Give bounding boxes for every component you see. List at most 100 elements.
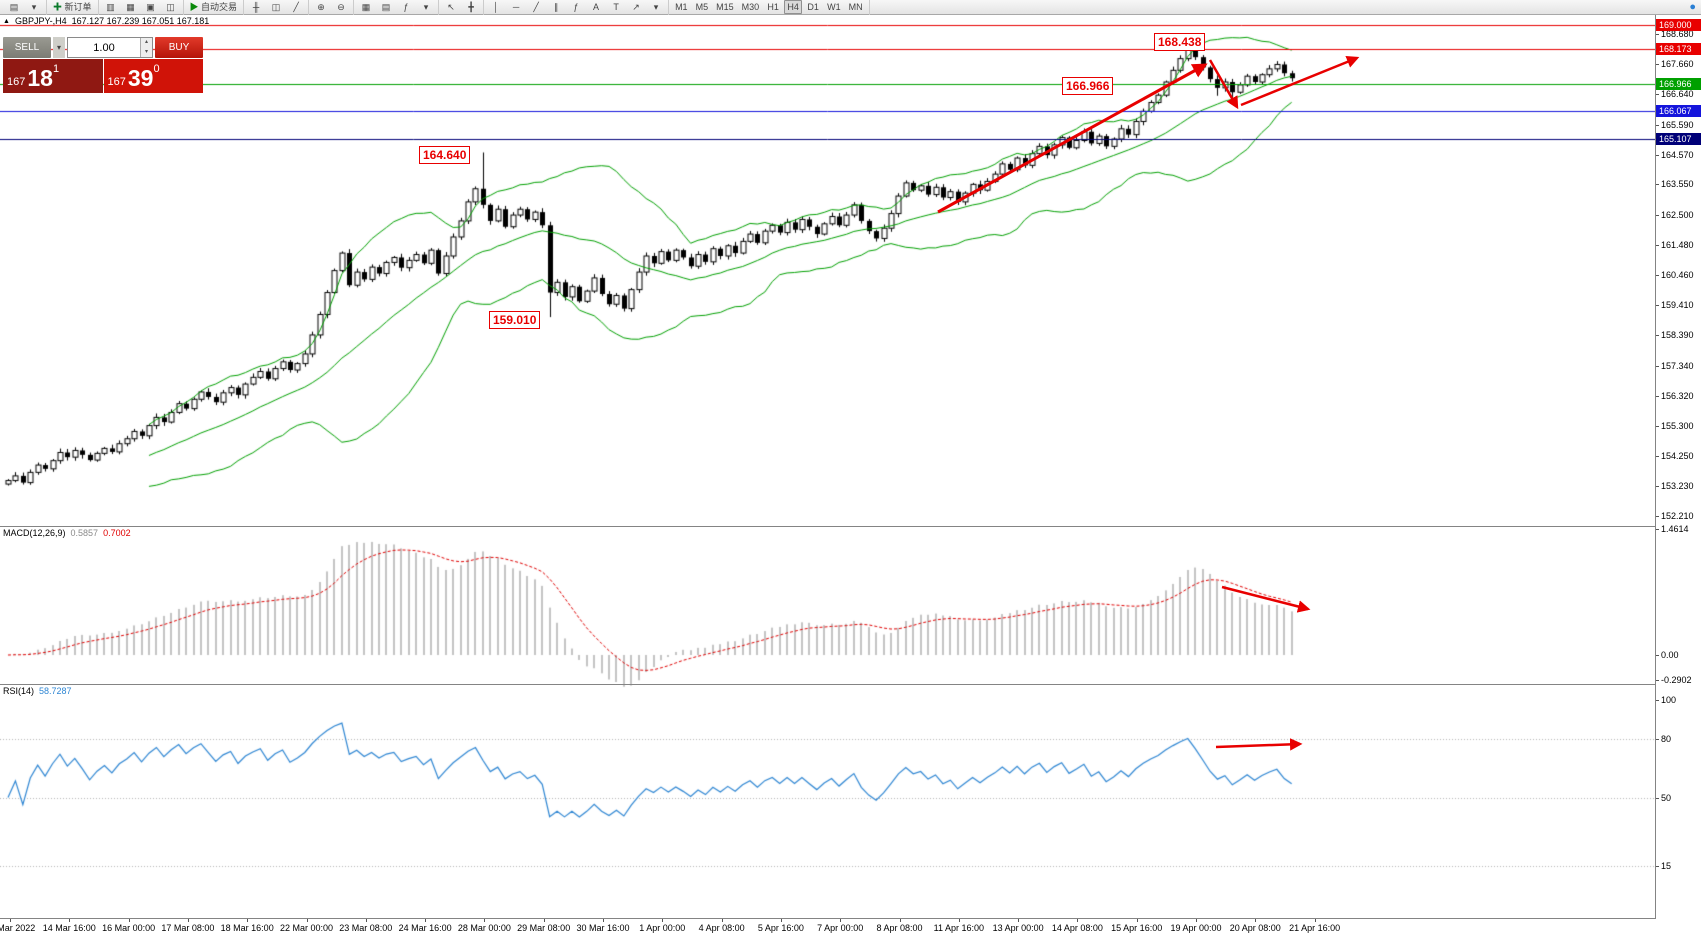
price-axis-label: 152.210	[1661, 511, 1694, 521]
navigator-button[interactable]: ▣	[146, 2, 155, 12]
chart-window-group: ▤ ▾	[2, 0, 47, 15]
volume-dropdown[interactable]: ▾	[53, 37, 65, 58]
symbol-info-bar: ▲ GBPJPY-,H4 167.127 167.239 167.051 167…	[3, 16, 209, 26]
time-axis-label: 30 Mar 16:00	[576, 923, 630, 933]
one-click-trading-panel: SELL ▾ ▴ ▾ BUY 167 18 1 167 39 0	[3, 37, 203, 93]
price-axis-label: 167.660	[1661, 59, 1694, 69]
time-axis[interactable]: 14 Mar 2022 14 Mar 16:00 16 Mar 00:00 17 Ma…	[0, 919, 1701, 935]
terminal-button[interactable]: ◫	[166, 2, 175, 12]
data-window-button[interactable]: ▦	[126, 2, 135, 12]
fibonacci-button[interactable]: ƒ	[573, 2, 579, 12]
new-chart-dropdown[interactable]: ▾	[31, 2, 37, 12]
cursor-group: ↖ ╋	[439, 0, 485, 15]
line-chart-button[interactable]: ╱	[293, 2, 299, 12]
time-axis-label: 14 Mar 16:00	[42, 923, 96, 933]
price-axis-label: 162.500	[1661, 210, 1694, 220]
timeframe-w1[interactable]: W1	[827, 2, 841, 12]
buy-price-display[interactable]: 167 39 0	[103, 59, 203, 93]
sell-price-pip: 1	[52, 63, 60, 75]
templates-dropdown[interactable]: ▾	[423, 2, 429, 12]
vertical-line-button[interactable]: │	[493, 2, 499, 12]
timeframe-m30[interactable]: M30	[741, 2, 760, 12]
buy-price-digits: 39	[127, 65, 154, 91]
main-chart-canvas[interactable]	[0, 15, 1655, 935]
timeframe-h4[interactable]: H4	[784, 0, 803, 14]
time-axis-label: 22 Mar 00:00	[279, 923, 334, 933]
macd-name: MACD(12,26,9)	[3, 528, 66, 538]
text-label-button[interactable]: T	[613, 2, 619, 12]
sell-price-display[interactable]: 167 18 1	[3, 59, 103, 93]
price-level-tag: 166.067	[1656, 105, 1701, 117]
arrows-button[interactable]: ↗	[632, 2, 640, 12]
price-annotation: 166.966	[1062, 77, 1114, 95]
sell-price-prefix: 167	[7, 76, 26, 88]
sell-button[interactable]: SELL	[3, 37, 51, 58]
horizontal-line-button[interactable]: ─	[512, 2, 520, 12]
tile-windows-button[interactable]: ▦	[361, 2, 371, 12]
channel-button[interactable]: ∥	[553, 2, 559, 12]
volume-input[interactable]	[68, 38, 140, 57]
time-axis-label: 5 Apr 16:00	[757, 923, 804, 933]
cascade-windows-button[interactable]: ▤	[381, 2, 391, 12]
price-axis-label: 166.640	[1661, 89, 1694, 99]
price-axis[interactable]: 168.680 167.660 166.640 165.590 164.570 163.5…	[1655, 15, 1701, 919]
price-axis-label: 168.680	[1661, 29, 1694, 39]
bar-chart-button[interactable]: ╫	[252, 2, 260, 12]
toolbar: ▤ ▾ ✚ 新订单 ▥ ▦ ▣ ◫ ▶ 自动交易 ╫ ◫ ╱ ⊕ ⊖ ▦ ▤ ƒ ▾ ↖ ╋ │ ─ ╱ ∥ ƒ A T ↗ ▾ M1 M…	[0, 0, 1701, 15]
rsi-value: 58.7287	[39, 686, 72, 696]
time-axis-label: 13 Apr 00:00	[992, 923, 1044, 933]
symbol-name: GBPJPY-,H4	[14, 16, 67, 26]
candlestick-chart-button[interactable]: ◫	[271, 2, 281, 12]
price-annotation: 168.438	[1154, 33, 1206, 51]
timeframe-m15[interactable]: M15	[716, 2, 734, 12]
price-annotation: 164.640	[419, 146, 471, 164]
rsi-axis-label: 50	[1661, 793, 1672, 803]
timeframe-m1[interactable]: M1	[675, 2, 688, 12]
panel-divider[interactable]	[0, 526, 1701, 527]
one-click-collapse-arrow[interactable]: ▲	[3, 17, 10, 25]
new-order-button[interactable]: ✚ 新订单	[53, 2, 92, 12]
zoom-in-button[interactable]: ⊕	[317, 2, 325, 12]
market-watch-button[interactable]: ▥	[106, 2, 115, 12]
indicators-button[interactable]: ƒ	[403, 2, 409, 12]
price-axis-label: 159.410	[1661, 300, 1694, 310]
autotrading-button[interactable]: ▶ 自动交易	[189, 2, 238, 12]
price-axis-label: 158.390	[1661, 330, 1694, 340]
trendline-button[interactable]: ╱	[533, 2, 539, 12]
time-axis-label: 18 Mar 16:00	[220, 923, 274, 933]
time-axis-label: 24 Mar 16:00	[398, 923, 452, 933]
timeframe-h1[interactable]: H1	[767, 2, 779, 12]
arrange-group: ▦ ▤ ƒ ▾	[354, 0, 440, 15]
volume-increase-button[interactable]: ▴	[141, 38, 152, 48]
buy-price-pip: 0	[153, 63, 160, 75]
time-axis-label: 15 Apr 16:00	[1111, 923, 1163, 933]
chart-area: ▲ GBPJPY-,H4 167.127 167.239 167.051 167…	[0, 15, 1701, 935]
price-axis-label: 161.480	[1661, 240, 1694, 250]
zoom-out-button[interactable]: ⊖	[337, 2, 345, 12]
timeframe-m5[interactable]: M5	[695, 2, 709, 12]
volume-decrease-button[interactable]: ▾	[141, 47, 152, 57]
price-level-tag: 165.107	[1656, 133, 1701, 145]
panel-divider[interactable]	[0, 684, 1701, 685]
crosshair-button[interactable]: ╋	[468, 2, 474, 12]
price-axis-label: 157.340	[1661, 361, 1694, 371]
time-axis-label: 14 Apr 08:00	[1051, 923, 1103, 933]
price-axis-label: 165.590	[1661, 120, 1694, 130]
time-axis-label: 11 Apr 16:00	[933, 923, 984, 933]
timeframe-mn[interactable]: MN	[848, 2, 863, 12]
macd-signal-value: 0.7002	[103, 528, 131, 538]
text-button[interactable]: A	[593, 2, 600, 12]
macd-axis-label: -0.2902	[1661, 675, 1692, 685]
buy-button[interactable]: BUY	[155, 37, 203, 58]
rsi-axis-label: 100	[1661, 695, 1677, 705]
price-axis-label: 160.460	[1661, 270, 1694, 280]
time-axis-label: 17 Mar 08:00	[161, 923, 215, 933]
panel-divider[interactable]	[0, 918, 1701, 919]
community-button[interactable]: ●	[1689, 1, 1696, 13]
price-annotation: 159.010	[489, 311, 541, 329]
new-chart-button[interactable]: ▤	[9, 2, 19, 12]
arrows-dropdown[interactable]: ▾	[653, 2, 659, 12]
cursor-button[interactable]: ↖	[447, 2, 455, 12]
timeframe-d1[interactable]: D1	[807, 2, 819, 12]
macd-axis-label: 1.4614	[1661, 524, 1689, 534]
